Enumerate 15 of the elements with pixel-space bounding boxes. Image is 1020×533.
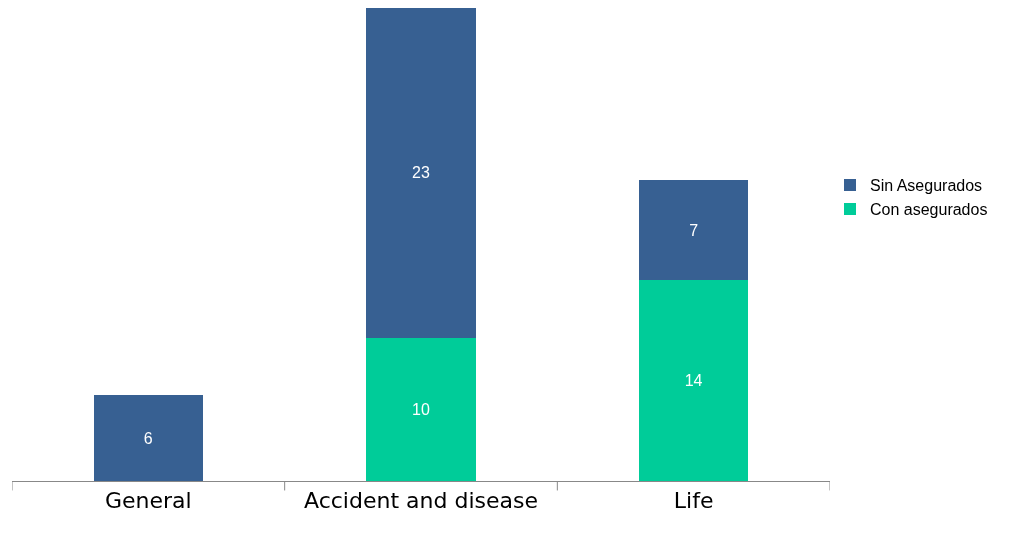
legend-label: Sin Asegurados	[870, 177, 983, 195]
x-tick-label: General	[104, 488, 192, 514]
legend-label: Con asegurados	[870, 201, 988, 219]
data-label: 10	[412, 400, 430, 418]
bar	[639, 280, 749, 481]
bar	[639, 180, 749, 281]
data-label: 6	[143, 429, 153, 447]
data-label: 23	[412, 164, 430, 182]
bar	[366, 337, 476, 481]
bar	[93, 395, 203, 481]
x-tick-label: Life	[673, 488, 714, 514]
bar	[366, 8, 476, 338]
data-label: 7	[689, 221, 699, 239]
data-label: 14	[684, 372, 703, 390]
x-tick-label: Accident and disease	[304, 488, 538, 514]
